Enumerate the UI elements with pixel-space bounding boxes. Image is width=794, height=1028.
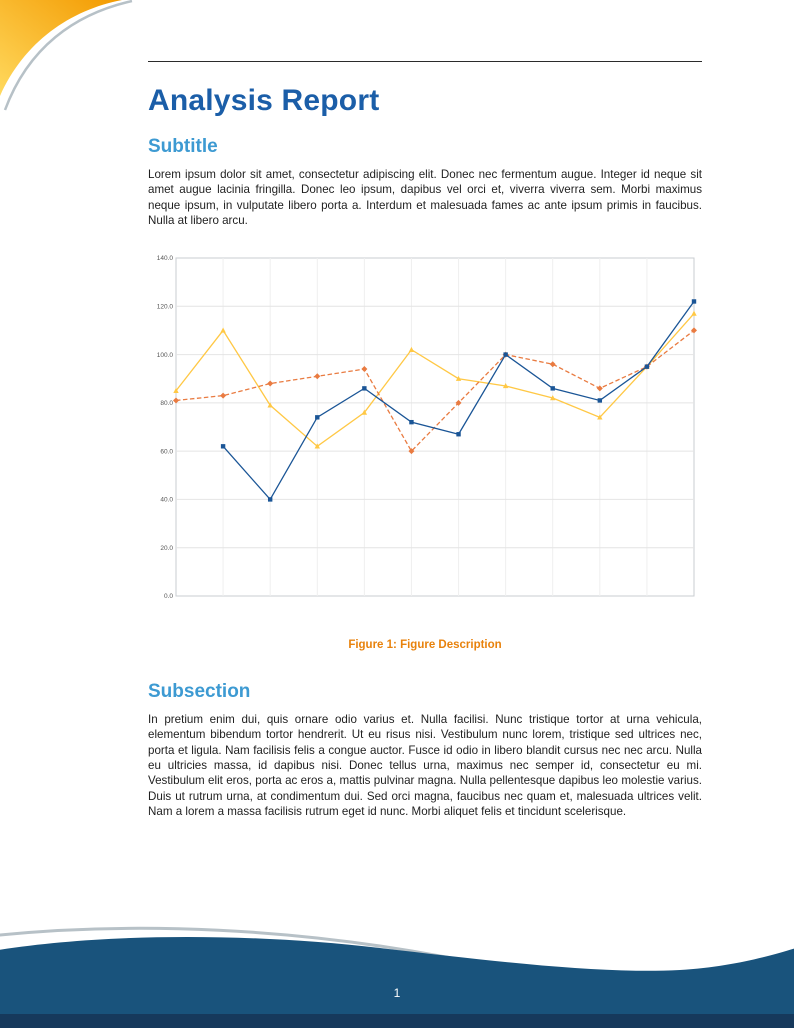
figure-chart: 0.0 20.0 40.0 60.0 80.0 100.0 120.0 140.0 (157, 255, 697, 600)
page-footer: 1 (0, 920, 794, 1028)
svg-text:100.0: 100.0 (157, 352, 174, 359)
corner-gray-arc (3, 0, 133, 111)
figure-caption-text: Figure Description (400, 639, 502, 652)
section-heading-subsection: Subsection (148, 681, 251, 703)
top-rule (148, 61, 702, 62)
corner-swoosh-decoration (0, 0, 133, 111)
figure-caption-label: Figure 1: (348, 639, 397, 652)
document-content: Analysis Report Subtitle Lorem ipsum dol… (148, 0, 702, 819)
section-body-subtitle: Lorem ipsum dolor sit amet, consectetur … (148, 168, 702, 227)
svg-text:0.0: 0.0 (164, 593, 173, 600)
svg-text:120.0: 120.0 (157, 304, 174, 311)
figure-caption: Figure 1: Figure Description (148, 639, 702, 651)
figure-1: 0.0 20.0 40.0 60.0 80.0 100.0 120.0 140.0 Figur… (148, 250, 702, 651)
svg-text:40.0: 40.0 (160, 497, 173, 504)
page-number: 1 (393, 986, 401, 1000)
svg-text:60.0: 60.0 (160, 449, 173, 456)
section-heading-subtitle: Subtitle (148, 136, 218, 157)
page-title: Analysis Report (148, 84, 380, 117)
corner-orange-shape (0, 0, 122, 96)
footer-blue-wave (0, 936, 794, 1028)
section-body-subsection: In pretium enim dui, quis ornare odio va… (148, 713, 702, 818)
svg-text:80.0: 80.0 (160, 400, 173, 407)
footer-dark-strip (0, 1014, 794, 1028)
footer-wave-decoration (0, 926, 794, 1028)
svg-text:140.0: 140.0 (157, 255, 174, 262)
svg-text:20.0: 20.0 (160, 545, 173, 552)
